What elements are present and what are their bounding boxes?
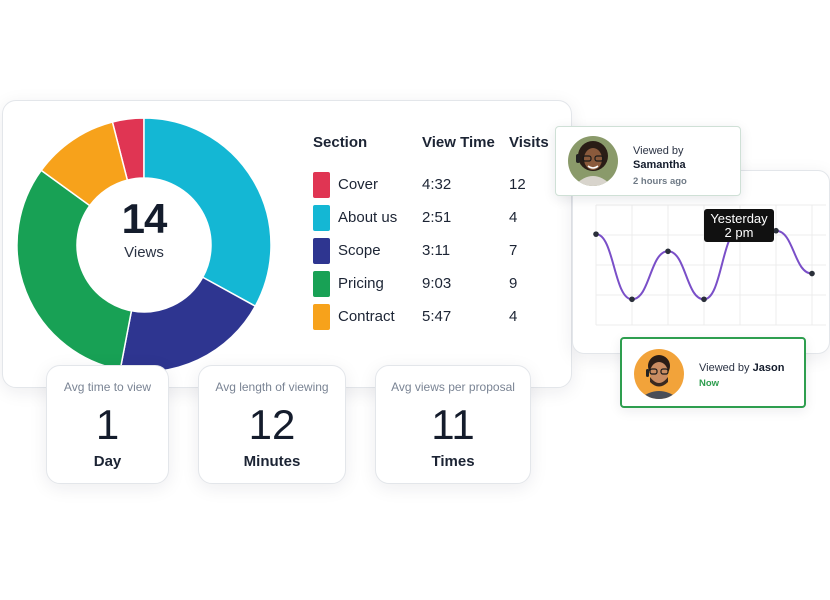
stat-unit: Minutes: [243, 453, 301, 470]
line-point: [701, 296, 707, 303]
table-row: Cover 4:32 12: [313, 170, 563, 198]
section-name: Pricing: [338, 275, 384, 292]
view-time: 4:32: [422, 176, 452, 193]
visits: 4: [509, 308, 518, 325]
line-point: [773, 227, 779, 234]
viewer-prefix: Viewed by: [633, 145, 684, 157]
legend-swatch: [313, 271, 330, 297]
viewer-prefix: Viewed by: [699, 362, 750, 374]
header-section: Section: [313, 134, 368, 151]
stat-label: Avg length of viewing: [215, 380, 329, 394]
section-name: Contract: [338, 308, 395, 325]
view-time: 3:11: [422, 242, 451, 259]
viewer-name: Samantha: [633, 159, 686, 171]
total-views-caption: Views: [124, 244, 164, 261]
viewer-info: Viewed by Jason Now: [699, 361, 784, 391]
visits: 7: [509, 242, 518, 259]
tooltip-day: Yesterday: [710, 211, 768, 226]
stat-value: 1: [95, 401, 120, 448]
table-row: Scope 3:11 7: [313, 236, 563, 264]
view-time: 2:51: [422, 209, 452, 226]
header-view-time: View Time: [422, 134, 495, 151]
viewer-card-samantha[interactable]: Viewed by Samantha 2 hours ago: [555, 126, 741, 196]
donut-center-label: 14 Views: [74, 195, 214, 262]
stat-label: Avg time to view: [63, 380, 152, 394]
legend-swatch: [313, 304, 330, 330]
header-visits: Visits: [509, 134, 549, 151]
legend-swatch: [313, 172, 330, 198]
viewer-time: 2 hours ago: [633, 176, 687, 187]
line-point: [665, 248, 671, 255]
stat-value: 11: [431, 401, 475, 448]
stat-unit: Day: [93, 453, 122, 470]
donut-slice-about-us: [143, 118, 271, 308]
line-point: [593, 231, 599, 237]
tooltip-time: 2 pm: [724, 225, 754, 240]
view-time: 5:47: [422, 308, 452, 325]
visits: 9: [509, 275, 518, 292]
line-point: [809, 270, 815, 277]
table-row: Contract 5:47 4: [313, 302, 563, 330]
table-row: About us 2:51 4: [313, 203, 563, 231]
line-point: [629, 296, 635, 303]
viewer-name: Jason: [752, 362, 785, 374]
stat-card-avg-time-to-view: Avg time to view 1 Day: [46, 365, 169, 484]
stat-label: Avg views per proposal: [391, 380, 515, 394]
view-time: 9:03: [422, 275, 452, 292]
legend-swatch: [313, 238, 330, 264]
viewer-info: Viewed by Samantha 2 hours ago: [633, 144, 687, 189]
section-name: Scope: [338, 242, 381, 259]
total-views-number: 14: [121, 195, 168, 242]
stat-card-avg-length-of-viewing: Avg length of viewing 12 Minutes: [198, 365, 346, 484]
section-name: Cover: [338, 176, 379, 193]
table-row: Pricing 9:03 9: [313, 269, 563, 297]
stat-card-avg-views-per-proposal: Avg views per proposal 11 Times: [375, 365, 531, 484]
activity-chart-card: [572, 170, 830, 354]
stat-unit: Times: [431, 453, 475, 470]
section-name: About us: [338, 209, 398, 226]
donut-slice-pricing: [17, 169, 133, 371]
viewer-time: Now: [699, 378, 720, 389]
donut-chart: [17, 118, 271, 372]
donut-slice-contract: [40, 121, 129, 207]
visits: 4: [509, 209, 518, 226]
legend-swatch: [313, 205, 330, 231]
man-avatar-icon: [634, 349, 684, 399]
viewer-card-jason[interactable]: Viewed by Jason Now: [620, 337, 806, 408]
visits: 12: [509, 176, 526, 193]
woman-avatar-icon: [568, 136, 618, 186]
chart-tooltip: Yesterday 2 pm: [704, 209, 774, 242]
stat-value: 12: [248, 401, 296, 448]
